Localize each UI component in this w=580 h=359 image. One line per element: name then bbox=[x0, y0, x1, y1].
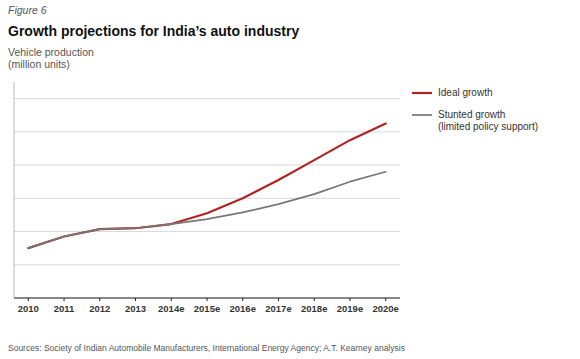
text-line: Ideal growth bbox=[438, 87, 492, 98]
series-line bbox=[28, 172, 385, 248]
x-tick-label: 2017e bbox=[265, 303, 291, 314]
figure-label: Figure 6 bbox=[8, 4, 47, 16]
title: Growth projections for India’s auto indu… bbox=[8, 23, 299, 39]
legend: Ideal growth Stunted growth(limited polic… bbox=[412, 87, 538, 132]
legend-label: Stunted growth(limited policy support) bbox=[438, 109, 538, 132]
x-tick bbox=[171, 298, 172, 301]
legend-item: Ideal growth bbox=[412, 87, 492, 98]
grid-line bbox=[14, 264, 400, 265]
x-tick-label: 2010 bbox=[18, 303, 39, 314]
series-line bbox=[28, 124, 385, 249]
grid bbox=[14, 99, 400, 298]
grid-line bbox=[14, 165, 400, 166]
x-tick bbox=[135, 298, 136, 301]
source-note: Sources: Society of Indian Automobile Ma… bbox=[8, 343, 405, 353]
x-tick bbox=[278, 298, 279, 301]
x-tick bbox=[28, 298, 29, 301]
legend-swatch bbox=[412, 92, 432, 94]
text-line: Stunted growth bbox=[438, 109, 505, 120]
x-tick bbox=[349, 298, 350, 301]
x-tick-label: 2019e bbox=[337, 303, 363, 314]
x-tick-label: 2020e bbox=[372, 303, 398, 314]
x-tick-label: 2016e bbox=[230, 303, 256, 314]
x-tick bbox=[207, 298, 208, 301]
x-tick-label: 2013 bbox=[125, 303, 146, 314]
grid-line bbox=[14, 231, 400, 232]
x-tick bbox=[64, 298, 65, 301]
y-axis-line bbox=[14, 82, 15, 298]
x-tick-label: 2018e bbox=[301, 303, 327, 314]
x-tick bbox=[314, 298, 315, 301]
grid-line bbox=[14, 198, 400, 199]
chart: Figure 6 Sources: Society of Indian Autom… bbox=[0, 0, 580, 359]
legend-item: Stunted growth(limited policy support) bbox=[412, 109, 538, 132]
grid-line bbox=[14, 131, 400, 132]
series-group bbox=[28, 124, 385, 249]
legend-label: Ideal growth bbox=[438, 87, 492, 98]
x-tick-label: 2014e bbox=[158, 303, 184, 314]
text-line: (million units) bbox=[8, 58, 70, 70]
x-tick bbox=[242, 298, 243, 301]
legend-swatch bbox=[412, 114, 432, 116]
text-line: Vehicle production bbox=[8, 46, 94, 58]
x-axis: 2010 2011 2012 2013 2014e 2015e 2016e 2017e 2018… bbox=[18, 298, 399, 314]
x-tick-label: 2012 bbox=[89, 303, 110, 314]
x-tick bbox=[385, 298, 386, 301]
y-axis-label: Vehicle production(million units) bbox=[8, 46, 94, 70]
x-tick-label: 2015e bbox=[194, 303, 220, 314]
x-tick bbox=[99, 298, 100, 301]
text-line: (limited policy support) bbox=[438, 121, 538, 132]
x-tick-label: 2011 bbox=[54, 303, 75, 314]
grid-line bbox=[14, 98, 400, 99]
